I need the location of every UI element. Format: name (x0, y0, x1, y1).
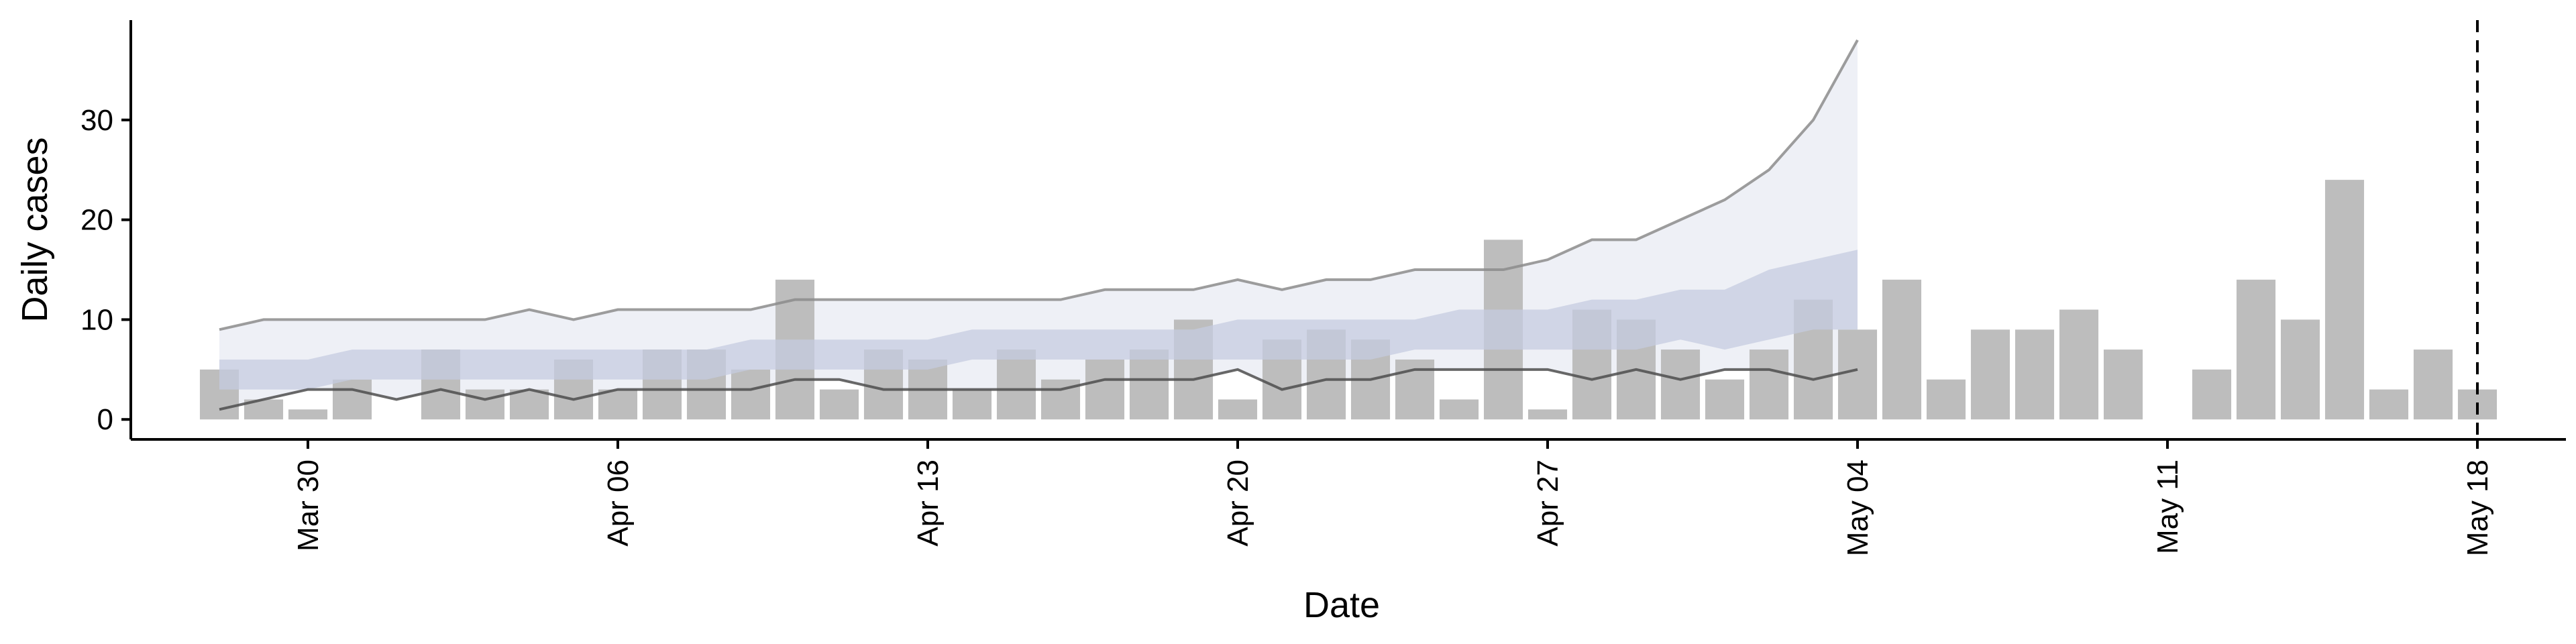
axes-layer (129, 20, 2566, 441)
x-tick-label: Apr 06 (602, 460, 635, 547)
daily-case-bar (1439, 399, 1479, 420)
daily-case-bar (2059, 309, 2099, 420)
y-tick-label: 0 (97, 403, 113, 436)
daily-case-bar (1218, 399, 1258, 420)
daily-case-bar (2413, 350, 2453, 420)
x-tick-label: Mar 30 (292, 460, 325, 551)
daily-case-bar (2015, 329, 2055, 420)
x-axis-title: Date (1303, 585, 1380, 625)
y-tick-layer: 0 10 20 30 (80, 104, 131, 436)
x-tick-label: Apr 20 (1222, 460, 1254, 547)
y-tick-label: 30 (80, 104, 113, 137)
daily-case-bar (1837, 329, 1878, 420)
x-tick-label: May 18 (2461, 460, 2494, 556)
projection-upper-line (219, 39, 1859, 331)
daily-case-bar (1527, 409, 1568, 420)
daily-case-bar (731, 369, 771, 420)
projection-inner-band-layer (219, 250, 1858, 390)
daily-case-bar (1970, 329, 2010, 420)
x-tick-label: Apr 13 (912, 460, 945, 547)
daily-case-bar (332, 379, 372, 420)
y-tick-label: 10 (80, 303, 113, 336)
daily-case-bar (1749, 350, 1789, 420)
daily-case-bar (1926, 379, 1966, 420)
daily-case-bar (1085, 359, 1125, 420)
daily-case-bar (2324, 180, 2365, 420)
daily-case-bar (598, 389, 638, 420)
y-axis-title: Daily cases (15, 137, 55, 322)
daily-case-bar (2103, 350, 2143, 420)
daily-case-bar (1660, 350, 1701, 420)
projection-lower-line (219, 368, 1858, 411)
daily-case-bar (509, 389, 549, 420)
daily-case-bar (996, 350, 1036, 420)
x-tick-label: Apr 27 (1532, 460, 1564, 547)
x-tick-layer: Mar 30 Apr 06 Apr 13 Apr 20 Apr 27 May 04 May … (292, 439, 2494, 556)
daily-case-bar (2192, 369, 2232, 420)
daily-case-bar (1882, 279, 1922, 420)
y-tick-label: 20 (80, 204, 113, 237)
daily-case-bar (819, 389, 859, 420)
projection-inner-band (219, 250, 1858, 390)
projection-lines-layer (219, 39, 1859, 411)
daily-case-bar (2369, 389, 2409, 420)
daily-case-bar (465, 389, 505, 420)
daily-case-bar (1129, 350, 1169, 420)
daily-case-bar (1705, 379, 1745, 420)
daily-case-bar (2236, 279, 2276, 420)
x-tick-label: May 11 (2151, 460, 2184, 554)
daily-case-bar (288, 409, 328, 420)
daily-case-bar (2280, 319, 2320, 420)
x-tick-label: May 04 (1841, 460, 1874, 556)
daily-case-bar (952, 389, 992, 420)
